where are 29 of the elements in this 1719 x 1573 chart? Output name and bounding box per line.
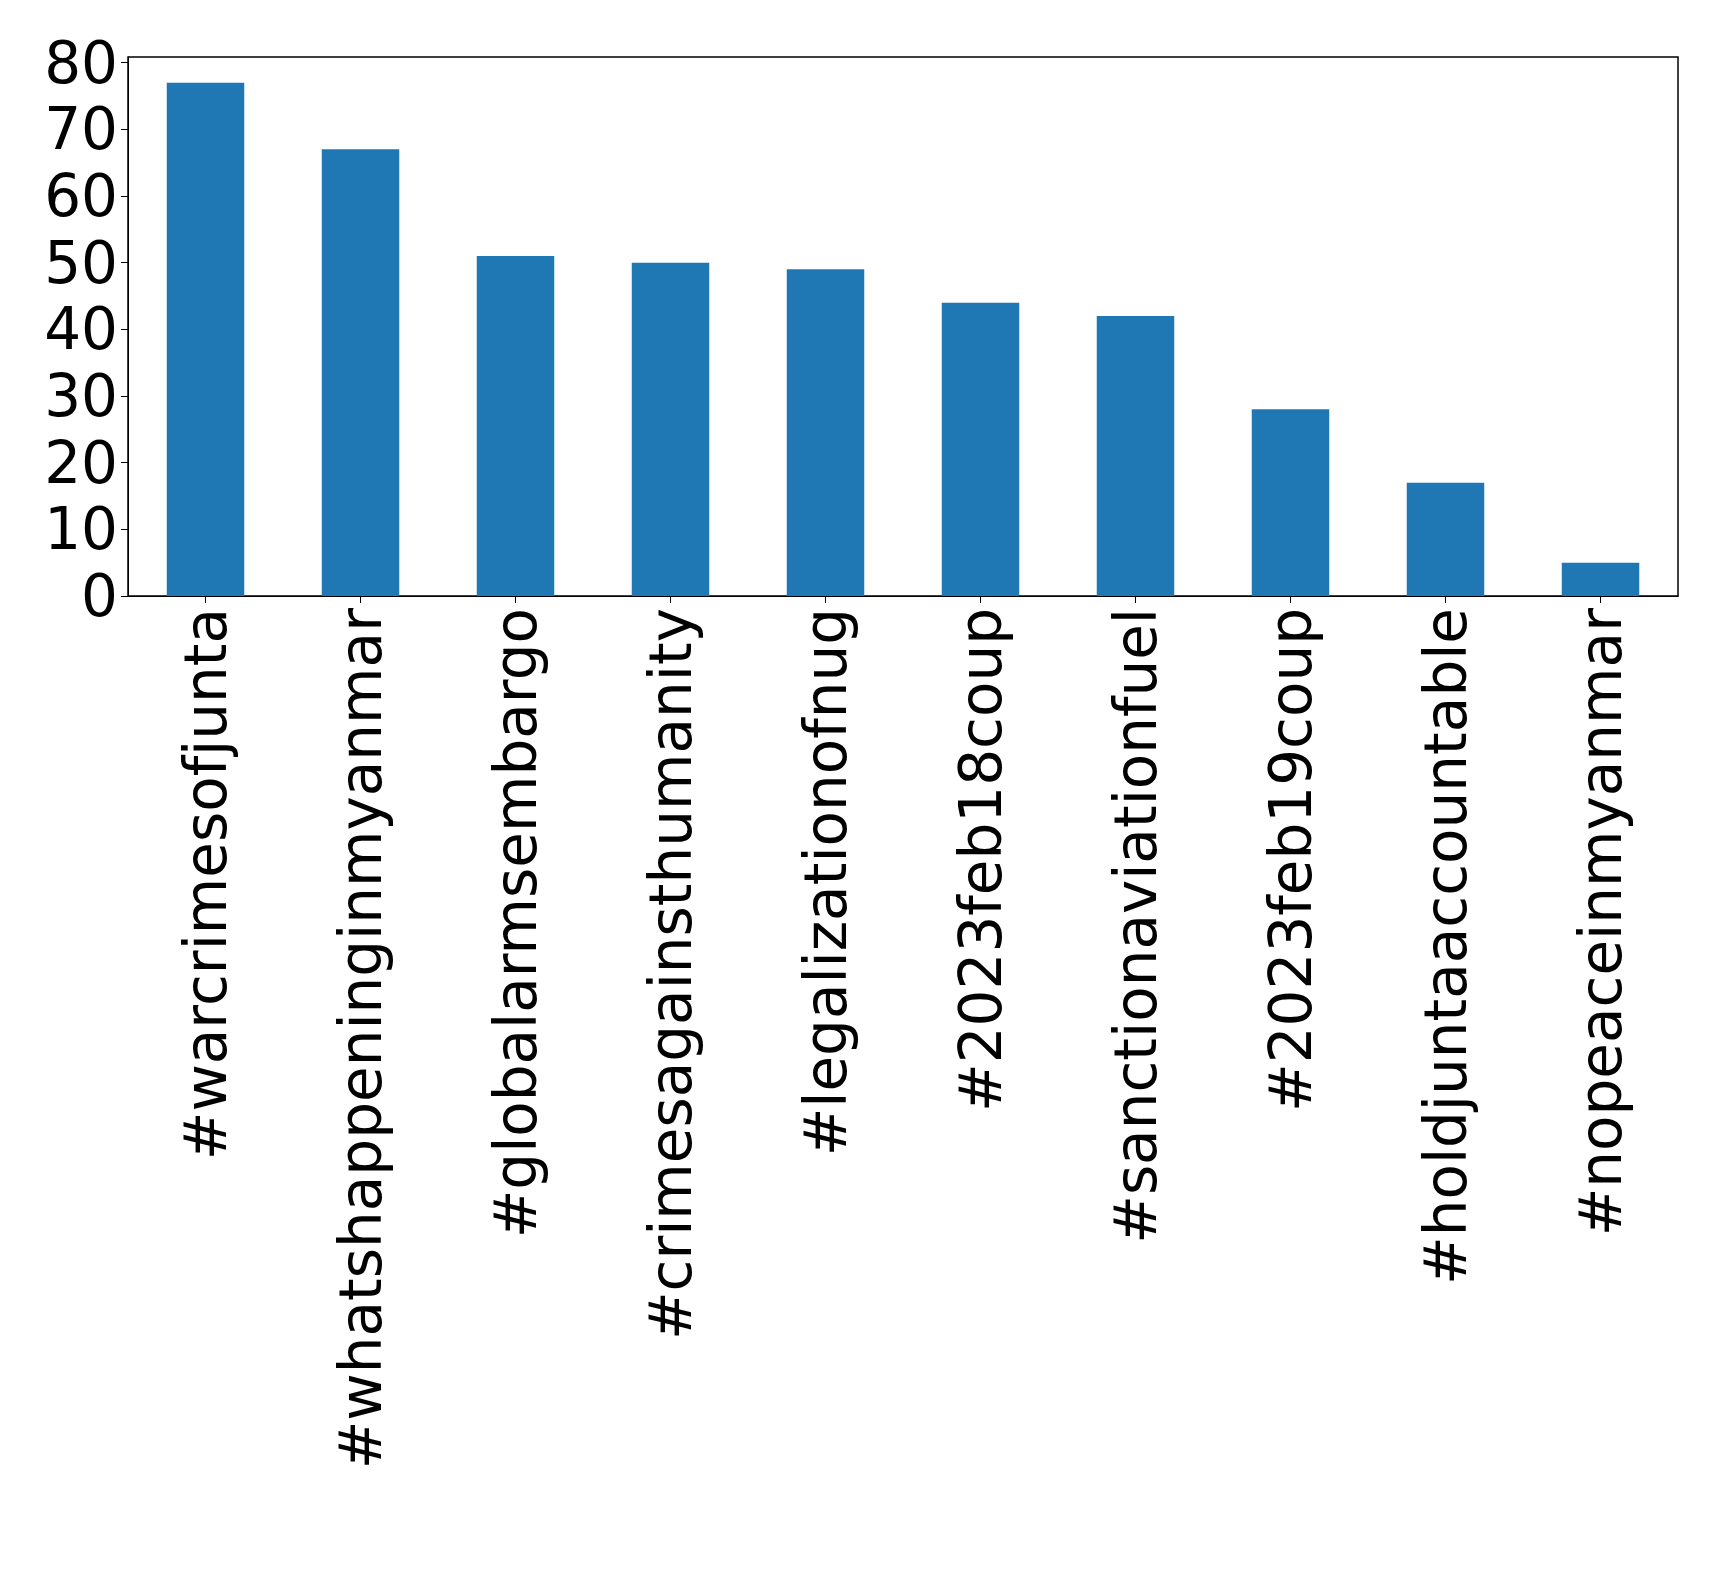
x-tick-label: #warcrimesofjunta (171, 608, 240, 1161)
bar (786, 269, 865, 596)
y-tick-label: 0 (81, 562, 118, 630)
y-tick-label: 10 (44, 495, 118, 564)
x-tick-label: #sanctionaviationfuel (1101, 608, 1170, 1244)
bar (1406, 482, 1485, 596)
y-tick-label: 50 (44, 228, 118, 297)
x-tick-label: #holdjuntaaccountable (1411, 608, 1480, 1285)
bar (1251, 409, 1330, 596)
y-tick-label: 20 (44, 428, 118, 497)
x-tick-label: #globalarmsembargo (481, 608, 550, 1239)
bar (1561, 562, 1640, 596)
bar (166, 82, 245, 596)
x-tick-label: #legalizationofnug (791, 608, 860, 1157)
x-tick-label: #2023feb18coup (946, 608, 1015, 1112)
bar (476, 256, 555, 596)
y-tick-label: 40 (44, 295, 118, 364)
x-tick-label: #nopeaceinmyanmar (1566, 607, 1635, 1237)
x-tick-label: #crimesagainsthumanity (636, 608, 705, 1341)
y-tick-label: 60 (44, 162, 118, 230)
y-tick-label: 80 (44, 28, 118, 97)
bar (941, 302, 1020, 596)
y-tick-label: 30 (44, 362, 118, 430)
bar (631, 262, 710, 596)
x-tick-label: #2023feb19coup (1256, 608, 1325, 1112)
y-tick-label: 70 (44, 95, 118, 164)
bar (321, 149, 400, 596)
bar (1096, 316, 1175, 596)
x-tick-label: #whatshappeninginmyanmar (326, 607, 395, 1470)
